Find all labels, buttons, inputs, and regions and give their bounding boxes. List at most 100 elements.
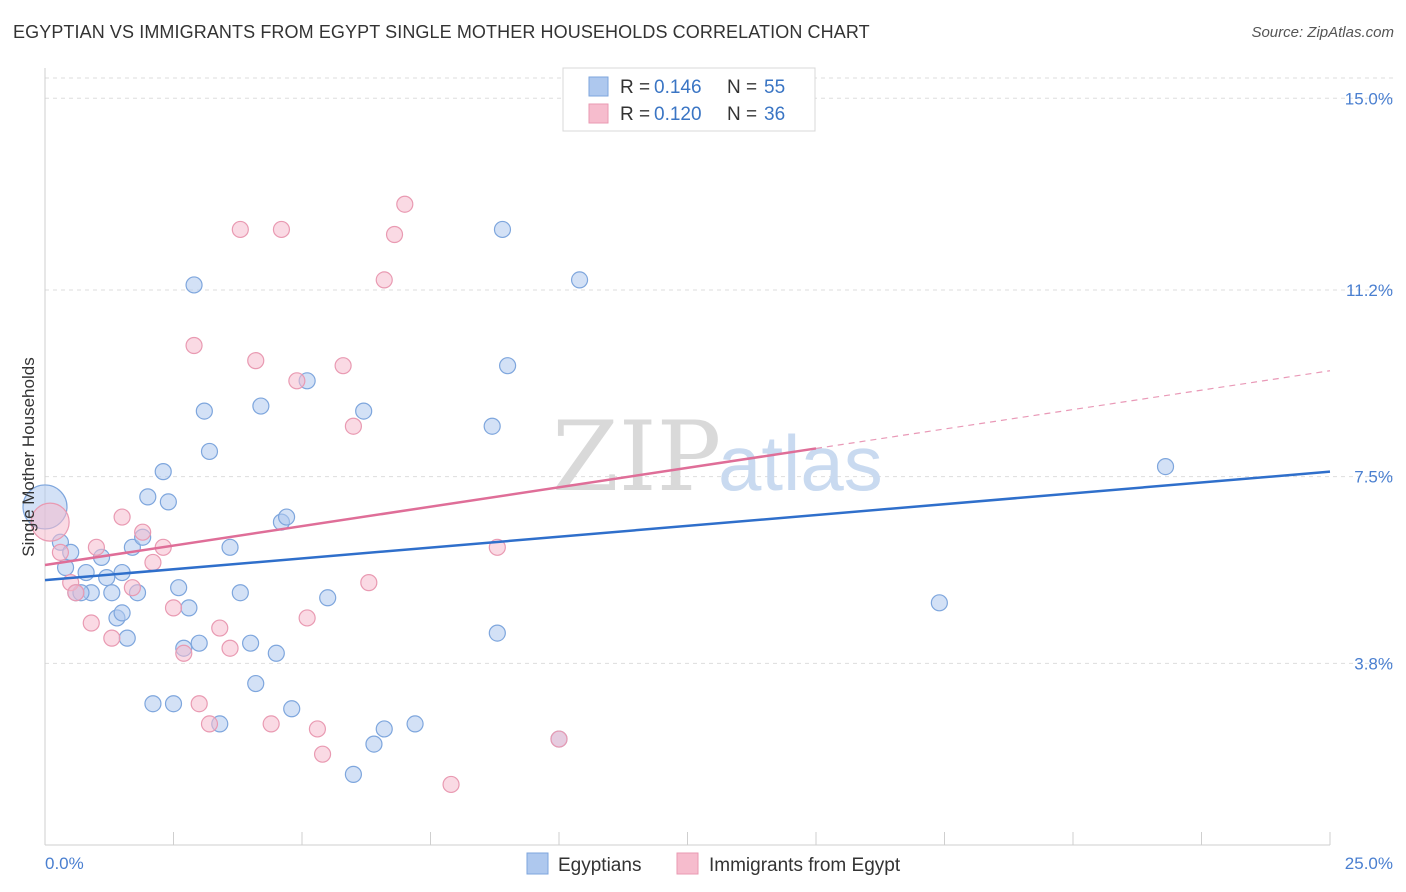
egyptians-point [499,357,517,375]
egyptians-point [242,634,260,652]
immigrants-point [313,745,332,763]
immigrants-point [375,271,393,289]
egyptians-point [164,695,183,713]
bottom-legend-swatch-immigrants [676,852,699,875]
immigrants-point [113,508,131,526]
egyptians-point [344,765,362,783]
bottom-legend-egyptians: Egyptians [558,855,641,876]
egyptians-point [277,508,296,526]
egyptians-point [365,735,383,753]
immigrants-point [30,502,70,542]
legend-swatch-egyptians [588,76,609,97]
immigrants-point [211,619,229,637]
egyptians-point [570,271,589,289]
watermark-atlas: atlas [718,419,883,507]
immigrants-trendline-extension [815,370,1331,450]
immigrants-point [82,614,100,632]
egyptians-trendline [44,470,1331,582]
legend: R = 0.146 N = 55 R = 0.120 N = 36 [562,67,816,132]
immigrants-point [298,609,316,627]
egyptians-point [200,442,219,461]
y-axis-label: Single Mother Households [19,357,38,556]
egyptians-point [159,493,177,511]
egyptians-point [185,276,203,294]
immigrants-point [134,523,152,541]
egyptians-point [118,629,136,647]
egyptians-point [180,599,198,617]
immigrants-point [87,538,106,556]
egyptians-point [355,402,373,420]
immigrants-point [288,372,306,390]
immigrants-point [164,599,183,617]
legend-r-label-2: R = [620,104,650,125]
immigrants-point [442,775,460,794]
legend-r-value-2: 0.120 [654,104,702,125]
legend-n-label-2: N = [727,104,757,125]
x-tick-label-min: 0.0% [45,854,84,873]
immigrants-point [185,336,203,355]
trend-layer [44,370,1331,582]
grid-layer [45,77,1393,664]
legend-r-value-1: 0.146 [654,77,702,98]
egyptians-point [930,594,948,612]
egyptians-point [195,402,213,420]
bottom-legend-swatch-egyptians [526,852,549,875]
egyptians-point [406,715,424,733]
source-label: Source: ZipAtlas.com [1251,24,1394,41]
immigrants-point [550,730,568,748]
immigrants-point [123,579,141,597]
egyptians-point [375,720,393,738]
egyptians-point [247,674,265,693]
immigrants-point [385,225,404,244]
immigrants-point [51,543,70,561]
immigrants-point [396,195,414,213]
legend-r-label-1: R = [620,77,650,98]
egyptians-point [139,488,157,506]
egyptians-point [190,634,208,652]
watermark-zip: ZIP [552,401,721,513]
legend-n-value-1: 55 [764,77,785,98]
egyptians-point [231,584,249,602]
immigrants-point [175,644,193,662]
egyptians-point [221,538,239,556]
bottom-legend-immigrants: Immigrants from Egypt [709,855,901,876]
immigrants-point [144,553,162,572]
legend-swatch-immigrants [588,103,609,124]
egyptians-point [144,695,162,713]
y-tick-label: 15.0% [1345,89,1393,108]
egyptians-point [493,220,512,239]
immigrants-point [272,220,291,239]
egyptians-point [1156,457,1175,476]
egyptians-point [319,589,337,607]
immigrants-point [334,357,352,375]
egyptians-point [283,700,301,718]
immigrants-point [360,574,378,592]
y-tick-label: 7.5% [1354,468,1393,487]
egyptians-point [113,604,131,622]
bottom-legend: Egyptians Immigrants from Egypt [526,852,901,876]
y-tick-label: 3.8% [1354,654,1393,673]
immigrants-point [308,720,327,738]
egyptians-point [267,644,285,662]
y-tick-label: 11.2% [1346,281,1393,300]
points-layer [22,195,1175,794]
tick-layer: 3.8% 7.5% 11.2% 15.0% [44,89,1393,845]
immigrants-point [262,715,280,733]
immigrants-point [221,639,239,657]
immigrants-point [231,220,249,239]
egyptians-point [103,584,121,602]
legend-n-label-1: N = [727,77,757,98]
x-tick-label-max: 25.0% [1345,854,1393,873]
egyptians-point [488,624,506,642]
immigrants-trendline [44,447,817,567]
egyptians-point [483,417,501,435]
legend-n-value-2: 36 [764,104,785,125]
immigrants-point [103,629,121,647]
egyptians-point [154,463,172,481]
immigrants-point [247,352,265,370]
immigrants-point [200,715,219,733]
immigrants-point [190,695,208,713]
chart-title: EGYPTIAN VS IMMIGRANTS FROM EGYPT SINGLE… [13,22,870,42]
egyptians-point [98,568,116,587]
